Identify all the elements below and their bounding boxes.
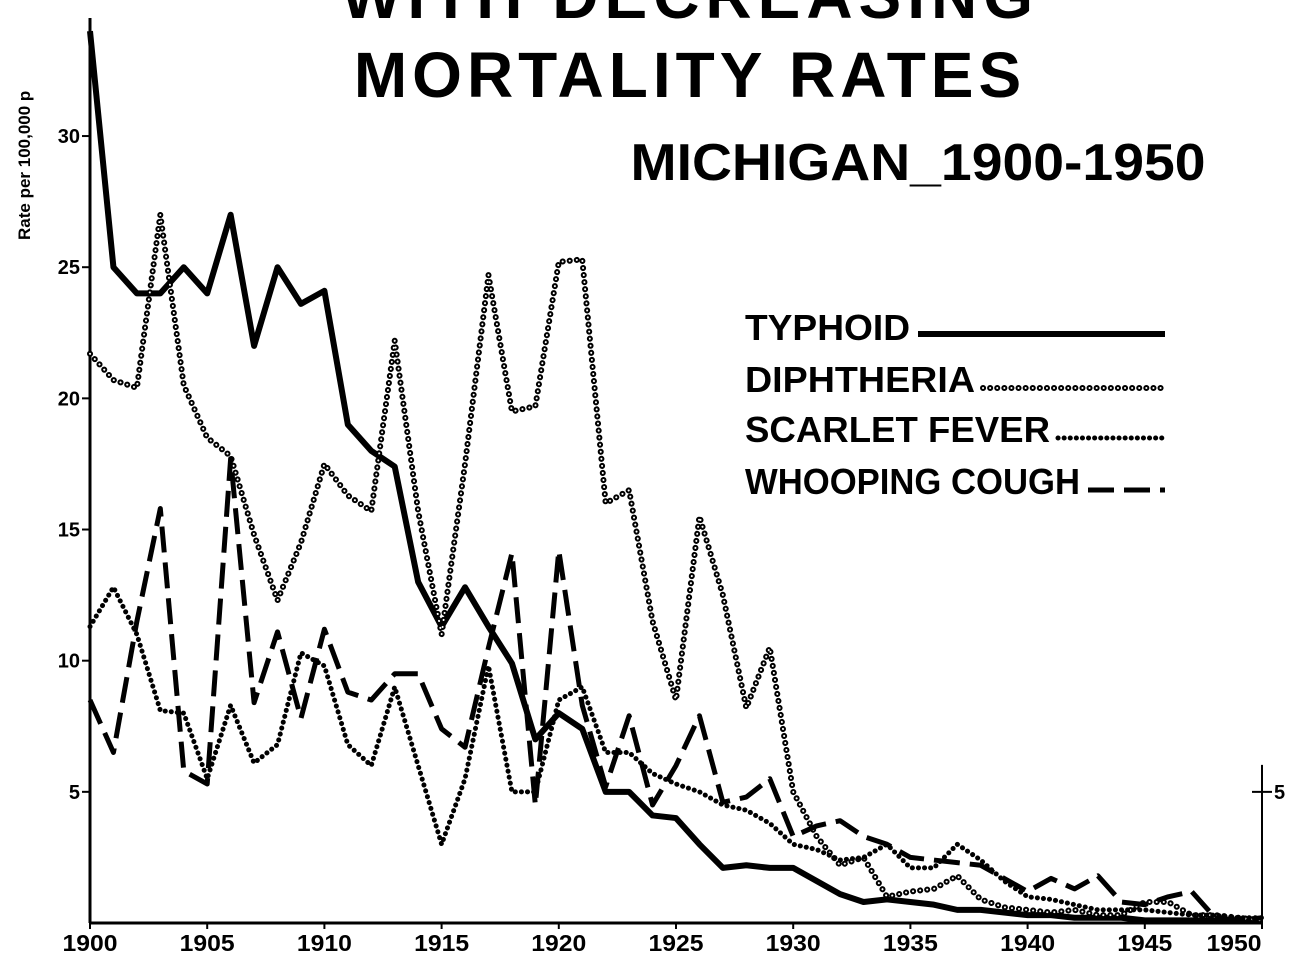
- series-line: [87, 456, 1263, 923]
- chart-subtitle: MICHIGAN_1900-1950: [631, 134, 1206, 192]
- x-tick-label: 1920: [531, 930, 586, 956]
- chart-title: WITH DECREASING: [341, 0, 1039, 32]
- y-tick-label: 15: [58, 520, 80, 542]
- x-tick-label: 1900: [63, 930, 118, 956]
- x-tick-label: 1935: [883, 930, 938, 956]
- x-tick-label: 1905: [180, 930, 235, 956]
- y-tick-label: 25: [58, 257, 80, 279]
- x-tick-label: 1910: [297, 930, 352, 956]
- y-tick-label: 10: [58, 651, 80, 673]
- x-tick-label: 1930: [766, 930, 821, 956]
- y-tick-label: 30: [58, 126, 80, 148]
- legend-label: SCARLET FEVER: [745, 409, 1050, 450]
- x-tick-label: 1950: [1207, 930, 1262, 956]
- series-line: [87, 584, 1265, 921]
- y-tick-label: 20: [58, 388, 80, 410]
- legend-label: DIPHTHERIA: [745, 359, 975, 400]
- x-tick-label: 1940: [1000, 930, 1055, 956]
- marker-hole: [89, 214, 1263, 922]
- legend-label: TYPHOID: [745, 307, 910, 348]
- x-tick-label: 1915: [414, 930, 469, 956]
- y-tick-label: 5: [69, 782, 80, 804]
- series-line: [87, 30, 1262, 924]
- y-axis-label: Rate per 100,000 p: [15, 91, 34, 240]
- x-tick-label: 1945: [1117, 930, 1172, 956]
- y2-tick-label: 5: [1274, 782, 1285, 804]
- chart-title-line2: MORTALITY RATES: [354, 39, 1026, 111]
- legend-label: WHOOPING COUGH: [745, 461, 1080, 502]
- x-tick-label: 1925: [649, 930, 704, 956]
